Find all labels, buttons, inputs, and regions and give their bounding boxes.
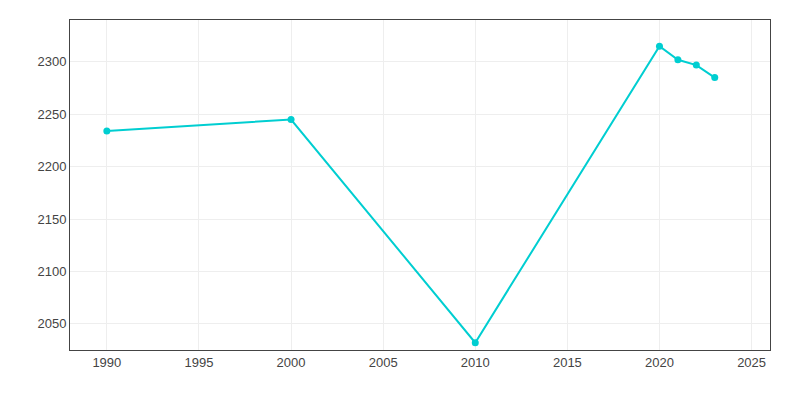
svg-text:2020: 2020	[645, 355, 674, 370]
svg-text:1990: 1990	[92, 355, 121, 370]
svg-text:1995: 1995	[184, 355, 213, 370]
svg-text:2150: 2150	[37, 212, 66, 227]
svg-text:2300: 2300	[37, 54, 66, 69]
svg-text:2200: 2200	[37, 159, 66, 174]
svg-text:2025: 2025	[737, 355, 766, 370]
svg-text:2015: 2015	[553, 355, 582, 370]
svg-text:2050: 2050	[37, 316, 66, 331]
svg-text:2250: 2250	[37, 107, 66, 122]
svg-text:2000: 2000	[277, 355, 306, 370]
svg-text:2005: 2005	[369, 355, 398, 370]
svg-text:2100: 2100	[37, 264, 66, 279]
svg-text:2010: 2010	[461, 355, 490, 370]
